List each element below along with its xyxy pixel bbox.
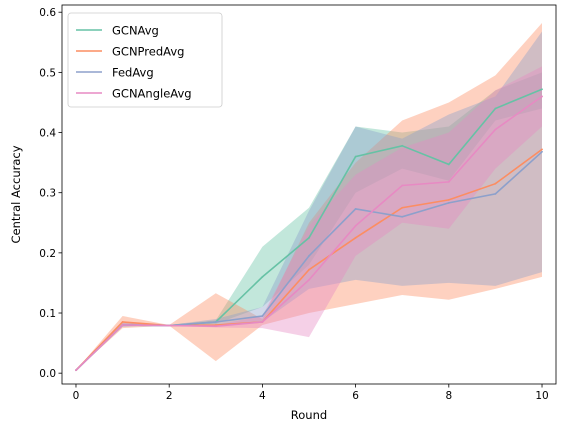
- band-gcnpredavg: [76, 23, 542, 371]
- legend-label-gcnpredavg: GCNPredAvg: [112, 45, 184, 59]
- point-gcnangleavg: [494, 128, 497, 131]
- x-tick-label: 0: [73, 390, 80, 402]
- point-gcnpredavg: [121, 321, 124, 323]
- point-gcnpredavg: [308, 268, 310, 271]
- point-gcnavg: [308, 236, 310, 239]
- confidence-bands: [76, 23, 542, 371]
- y-tick-label: 0.5: [39, 67, 56, 79]
- x-tick-label: 8: [445, 390, 452, 402]
- point-fedavg: [541, 150, 543, 153]
- y-tick-label: 0.2: [39, 248, 56, 260]
- y-tick-label: 0.4: [39, 128, 56, 140]
- point-gcnpredavg: [447, 199, 450, 201]
- point-gcnavg: [447, 163, 450, 166]
- series-lines: [75, 88, 543, 372]
- x-tick-label: 2: [166, 390, 173, 402]
- legend-box: [67, 12, 223, 108]
- point-gcnpredavg: [494, 182, 497, 185]
- x-tick-label: 4: [259, 390, 266, 402]
- y-tick-label: 0.6: [39, 7, 56, 19]
- legend-label-gcnavg: GCNAvg: [112, 24, 159, 38]
- y-tick-label: 0.3: [39, 188, 56, 200]
- point-gcnavg: [494, 107, 497, 110]
- band-gcnavg: [76, 72, 542, 371]
- point-gcnangleavg: [541, 95, 543, 98]
- legend-label-gcnangleavg: GCNAngleAvg: [112, 87, 192, 101]
- y-tick-label: 0.0: [39, 368, 56, 380]
- band-fedavg: [76, 31, 542, 371]
- point-fedavg: [401, 215, 404, 218]
- legend: GCNAvg GCNPredAvg FedAvg GCNAngleAvg: [67, 12, 223, 108]
- plot-frame: [61, 4, 557, 385]
- x-axis-ticks: 0 2 4 6 8 10: [73, 384, 549, 402]
- y-axis-label: Central Accuracy: [9, 145, 23, 243]
- point-gcnangleavg: [214, 325, 217, 328]
- point-fedavg: [261, 315, 264, 317]
- point-fedavg: [308, 254, 310, 257]
- point-gcnangleavg: [401, 184, 404, 187]
- point-gcnangleavg: [308, 279, 310, 281]
- point-gcnpredavg: [401, 206, 404, 209]
- x-tick-label: 6: [352, 390, 359, 402]
- band-gcnangleavg: [76, 66, 542, 371]
- point-fedavg: [354, 208, 357, 210]
- y-tick-label: 0.1: [39, 308, 56, 320]
- point-fedavg: [214, 321, 217, 323]
- point-gcnangleavg: [354, 224, 357, 227]
- point-gcnangleavg: [121, 324, 124, 326]
- x-axis-label: Round: [291, 408, 327, 422]
- point-gcnavg: [541, 88, 543, 91]
- point-gcnangleavg: [447, 180, 450, 183]
- point-gcnpredavg: [354, 236, 357, 239]
- legend-label-fedavg: FedAvg: [112, 66, 154, 80]
- point-gcnangleavg: [75, 369, 77, 372]
- point-gcnangleavg: [261, 321, 264, 323]
- point-gcnpredavg: [541, 148, 543, 151]
- point-gcnavg: [354, 155, 357, 158]
- point-fedavg: [447, 202, 450, 204]
- point-fedavg: [494, 192, 497, 195]
- point-gcnangleavg: [168, 324, 171, 327]
- x-tick-label: 10: [535, 390, 548, 402]
- point-gcnavg: [401, 144, 404, 147]
- point-gcnavg: [261, 276, 264, 278]
- y-axis-ticks: 0.0 0.1 0.2 0.3 0.4 0.5 0.6: [39, 7, 62, 380]
